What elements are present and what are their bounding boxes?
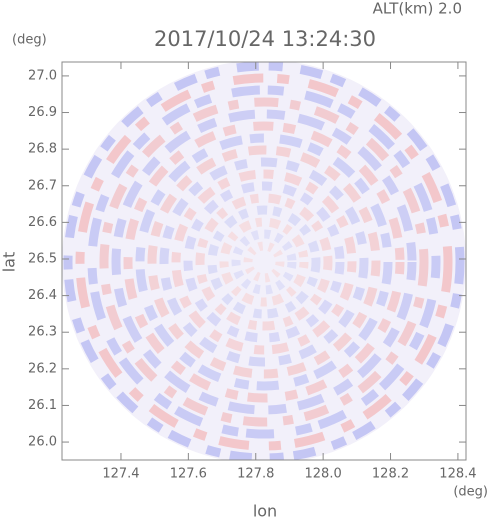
- x-tick-label: 128.4: [439, 467, 476, 482]
- y-tick-label: 26.4: [28, 288, 57, 303]
- annotation: ALT(km) 2.0: [373, 0, 462, 18]
- y-tick-label: 26.2: [28, 361, 57, 376]
- y-tick-label: 26.6: [28, 215, 57, 230]
- x-tick-label: 127.4: [102, 467, 139, 482]
- y-tick-label: 26.3: [28, 325, 57, 340]
- y-tick-label: 26.5: [28, 251, 57, 266]
- radar-field: [62, 62, 466, 460]
- x-tick-label: 127.8: [237, 467, 274, 482]
- y-tick-label: 27.0: [28, 68, 57, 83]
- y-unit: (deg): [12, 33, 47, 48]
- x-tick-label: 127.6: [170, 467, 207, 482]
- x-tick-label: 128.2: [372, 467, 409, 482]
- x-tick-label: 128.0: [305, 467, 342, 482]
- x-unit: (deg): [453, 485, 488, 500]
- x-axis-label: lon: [253, 502, 277, 521]
- y-tick-label: 26.9: [28, 105, 57, 120]
- y-tick-label: 26.1: [28, 398, 57, 413]
- plot-frame: [61, 61, 467, 461]
- chart-title: 2017/10/24 13:24:30: [154, 27, 376, 51]
- y-tick-label: 26.7: [28, 178, 57, 193]
- y-axis-label: lat: [0, 252, 19, 273]
- y-tick-label: 26.0: [28, 435, 57, 450]
- y-tick-label: 26.8: [28, 142, 57, 157]
